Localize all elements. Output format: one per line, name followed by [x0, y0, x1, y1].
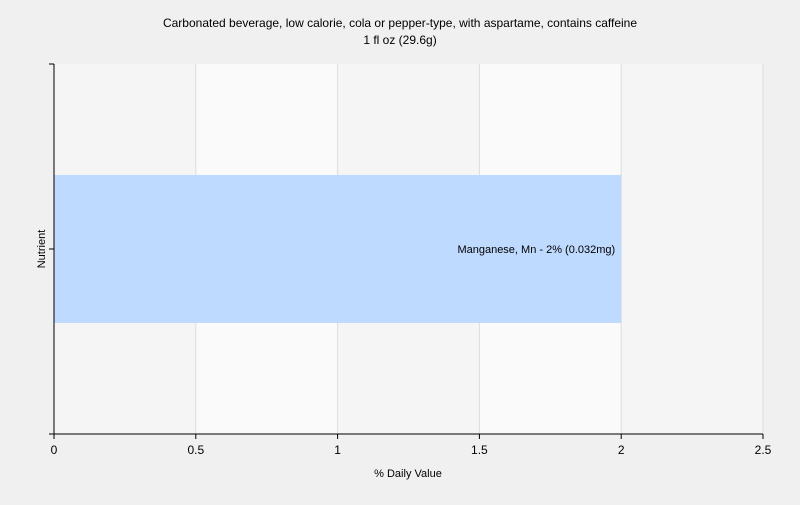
x-tick-label: 1 — [334, 443, 341, 457]
x-axis-label: % Daily Value — [374, 468, 442, 480]
chart-subtitle: 1 fl oz (29.6g) — [363, 33, 436, 47]
bar — [54, 175, 622, 323]
x-tick-label: 0 — [51, 443, 58, 457]
y-axis-label: Nutrient — [36, 230, 48, 269]
plot-area: Manganese, Mn - 2% (0.032mg) 0 0.5 1 1.5 2 2.5 — [49, 63, 772, 457]
x-tick-label: 2.5 — [755, 443, 772, 457]
x-tick-label: 1.5 — [471, 443, 488, 457]
x-tick-label: 0.5 — [187, 443, 204, 457]
bar-data-label: Manganese, Mn - 2% (0.032mg) — [457, 244, 615, 256]
chart-title: Carbonated beverage, low calorie, cola o… — [163, 16, 637, 30]
x-tick-label: 2 — [618, 443, 625, 457]
